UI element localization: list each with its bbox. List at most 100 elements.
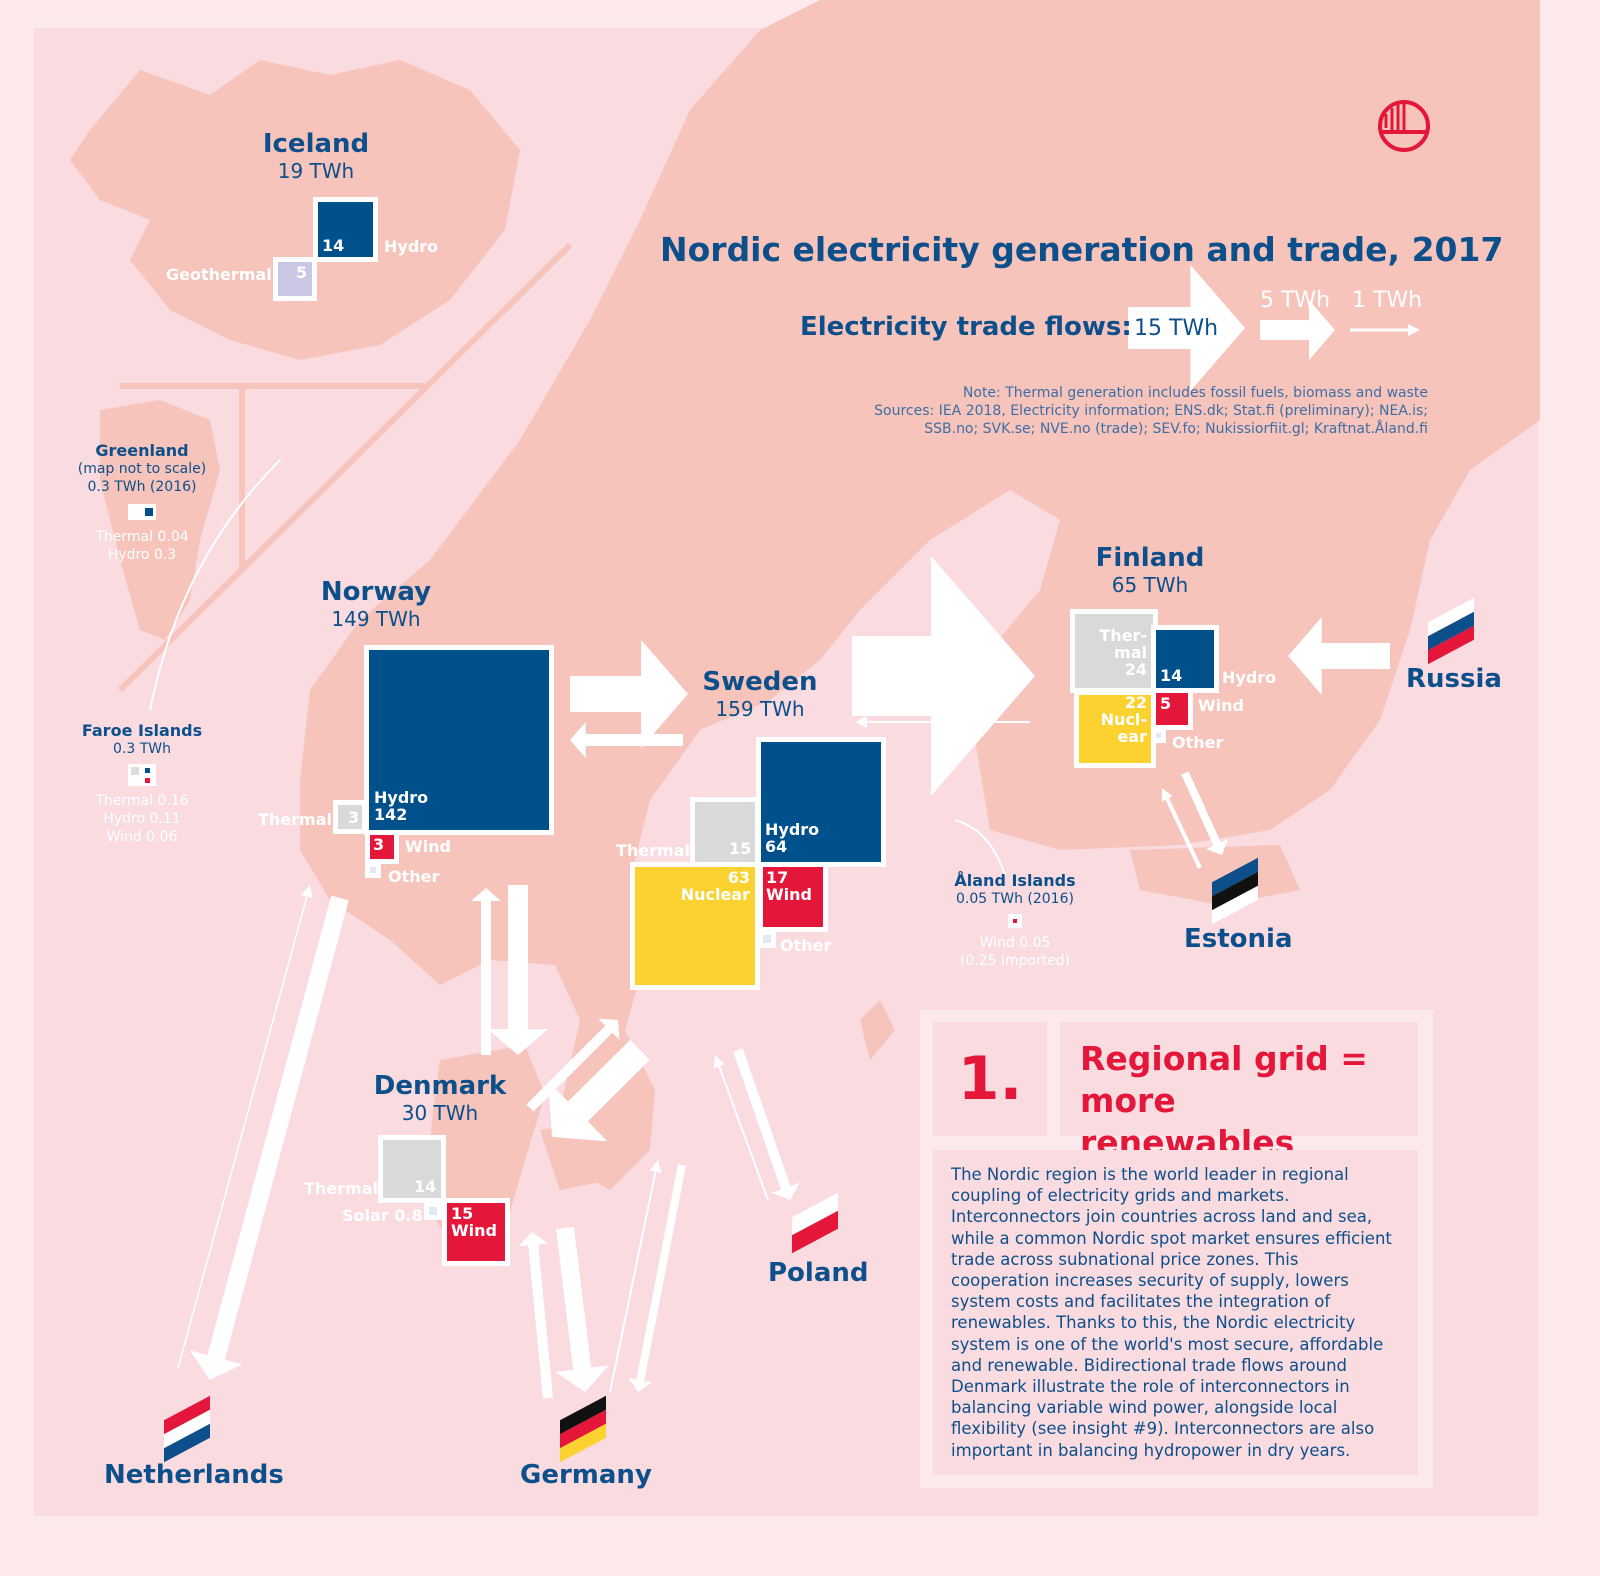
legend-15twh: 15 TWh <box>1134 316 1219 341</box>
sweden-nuclear-square <box>630 862 760 990</box>
iceland-geothermal-label: Geothermal <box>166 265 272 284</box>
aland-leader-line <box>954 819 1006 876</box>
arrow-finland-estonia-icon <box>1181 771 1229 855</box>
sweden-hydro-label: Hydro 64 <box>765 820 820 856</box>
finland-other-label: Other <box>1172 733 1224 752</box>
faroe-hydro: Hydro 0.11 <box>103 811 181 827</box>
iceland-hydro-value: 14 <box>322 236 345 255</box>
arrow-netherlands-norway-icon <box>177 885 313 1369</box>
poland-label: Poland <box>768 1258 869 1288</box>
finland-nuclear-square <box>1074 690 1156 768</box>
denmark-solar-square <box>424 1202 442 1220</box>
page-title: Nordic electricity generation and trade,… <box>660 230 1504 269</box>
denmark-thermal-label: Thermal <box>304 1179 378 1198</box>
norway-hydro-square <box>364 645 554 835</box>
arrow-germany-sweden-icon <box>609 1160 662 1393</box>
sweden-other-square <box>758 930 776 948</box>
norway-wind-square <box>365 830 399 864</box>
denmark-solar-label: Solar 0.8 <box>342 1206 423 1225</box>
legend-arrow-1-icon <box>1350 324 1420 336</box>
arrow-finland-sweden-icon <box>855 716 1030 728</box>
faroe-total: 0.3 TWh <box>113 741 171 757</box>
finland-wind-square <box>1151 688 1193 730</box>
denmark-thermal-square <box>378 1135 446 1203</box>
sweden-wind-label: 17 Wind <box>766 868 812 904</box>
legend-5twh: 5 TWh <box>1260 288 1331 313</box>
arrow-sweden-finland-icon <box>852 556 1035 796</box>
finland-header: Finland 65 TWh <box>1070 544 1230 597</box>
arrow-sweden-norway-icon <box>570 722 683 758</box>
country-total: 65 TWh <box>1111 572 1189 597</box>
arrow-denmark-germany-icon <box>555 1226 609 1392</box>
land-iceland <box>70 60 520 360</box>
norway-wind-value: 3 <box>373 835 385 854</box>
denmark-wind-square <box>442 1198 510 1266</box>
russia-label: Russia <box>1406 664 1502 694</box>
insight-title: Regional grid = more renewables <box>1060 1022 1418 1162</box>
country-name: Finland <box>1095 543 1205 573</box>
greenland-squares <box>128 504 156 520</box>
netherlands-label: Netherlands <box>104 1460 284 1490</box>
land-gotland <box>860 1000 895 1060</box>
note-text: Note: Thermal generation includes fossil… <box>962 385 1428 401</box>
arrow-norway-denmark-icon <box>488 885 548 1055</box>
faroe-squares <box>128 764 156 786</box>
norway-thermal-square <box>333 800 367 834</box>
arrow-sweden-poland-icon <box>733 1048 800 1200</box>
finland-wind-label: Wind <box>1198 696 1244 715</box>
faroe-wind: Wind 0.06 <box>106 829 178 845</box>
finland-wind-value: 5 <box>1160 694 1172 713</box>
sweden-thermal-label: Thermal <box>616 841 690 860</box>
norway-other-label: Other <box>388 867 440 886</box>
denmark-thermal-value: 14 <box>414 1177 437 1196</box>
norway-thermal-value: 3 <box>348 808 360 827</box>
greenland-name: Greenland <box>95 441 189 460</box>
arrow-denmark-norway-icon <box>471 888 501 1055</box>
sweden-header: Sweden 159 TWh <box>680 668 840 721</box>
notes: Note: Thermal generation includes fossil… <box>874 384 1428 438</box>
sources-line: Sources: IEA 2018, Electricity informati… <box>874 403 1428 419</box>
finland-nuclear-label: 22 Nucl-ear <box>1100 693 1147 746</box>
arrow-germany-denmark-icon <box>518 1232 553 1399</box>
sweden-wind-square <box>758 862 828 932</box>
sweden-other-label: Other <box>780 936 832 955</box>
aland-info: Åland Islands 0.05 TWh (2016) Wind 0.05 … <box>935 872 1095 970</box>
country-name: Iceland <box>262 129 370 159</box>
norway-hydro-label: Hydro 142 <box>374 788 429 824</box>
arrow-estonia-finland-icon <box>1161 788 1202 869</box>
iceland-geothermal-square <box>273 257 317 301</box>
arrow-sweden-denmark-icon <box>548 1040 650 1142</box>
country-name: Norway <box>320 577 432 607</box>
arrow-poland-sweden-icon <box>713 1055 769 1201</box>
legend-arrow-5-icon <box>1260 300 1335 360</box>
legend-arrow-15-icon <box>1128 265 1245 391</box>
arrow-sweden-germany-icon <box>628 1164 686 1392</box>
aland-wind: Wind 0.05 <box>979 935 1051 951</box>
sweden-thermal-value: 15 <box>729 839 752 858</box>
country-name: Sweden <box>702 667 818 697</box>
norway-other-square <box>365 862 381 878</box>
norway-thermal-label: Thermal <box>258 810 332 829</box>
finland-hydro-value: 14 <box>1160 666 1183 685</box>
iceland-geothermal-value: 5 <box>296 263 308 282</box>
country-total: 19 TWh <box>277 158 355 183</box>
greenland-info: Greenland (map not to scale) 0.3 TWh (20… <box>62 442 222 564</box>
legend-label: Electricity trade flows: <box>800 312 1132 342</box>
iceland-header: Iceland 19 TWh <box>236 130 396 183</box>
faroe-name: Faroe Islands <box>81 721 203 740</box>
denmark-header: Denmark 30 TWh <box>360 1072 520 1125</box>
greenland-leader-line <box>149 459 281 711</box>
finland-hydro-square <box>1151 625 1219 693</box>
nordic-swan-logo-icon <box>1378 100 1430 152</box>
finland-other-square <box>1151 728 1166 743</box>
land-denmark <box>425 1045 610 1245</box>
country-name: Denmark <box>373 1071 507 1101</box>
germany-label: Germany <box>520 1460 652 1490</box>
country-total: 149 TWh <box>331 606 421 631</box>
iceland-hydro-square <box>313 197 378 262</box>
aland-square <box>1008 914 1022 928</box>
inset-divider <box>117 242 573 693</box>
faroe-thermal: Thermal 0.16 <box>95 793 189 809</box>
arrow-norway-sweden-icon <box>570 640 688 748</box>
